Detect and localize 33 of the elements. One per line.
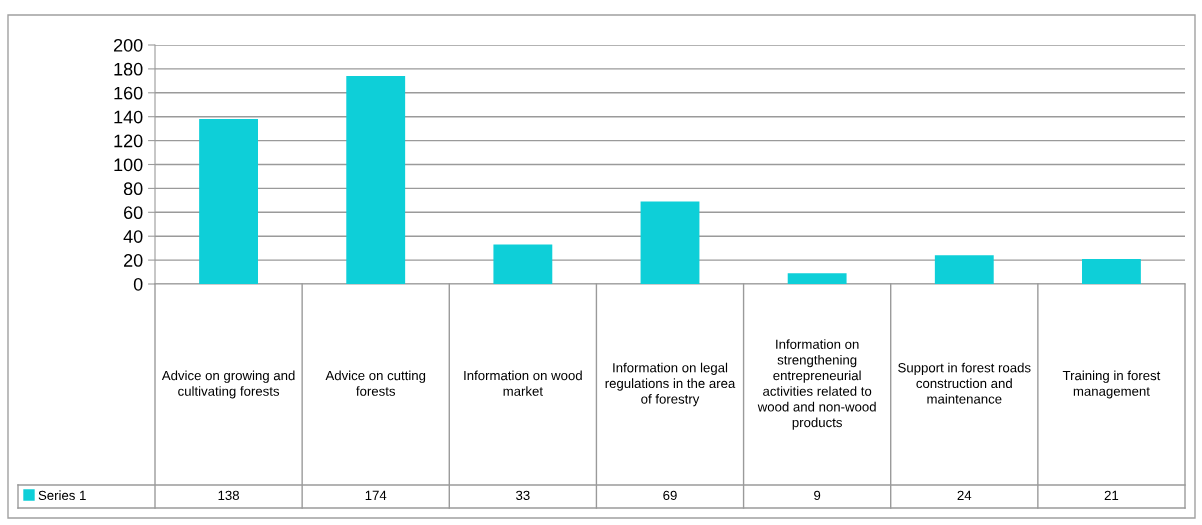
bar	[787, 273, 847, 284]
x-tick-label: Advice on cutting forests	[325, 370, 426, 396]
y-tick-label: 160	[114, 86, 143, 100]
bar	[640, 201, 700, 284]
data-label: 138	[218, 490, 240, 501]
legend-label: Series 1	[38, 490, 86, 501]
y-tick-label: 60	[124, 206, 143, 220]
y-tick-label: 200	[113, 38, 143, 52]
bar	[346, 76, 406, 284]
y-tick-label: 180	[114, 62, 143, 76]
y-tick-label: 0	[133, 277, 143, 291]
bar	[934, 255, 994, 284]
y-tick-label: 80	[123, 182, 143, 196]
y-tick-label: 20	[124, 254, 143, 267]
data-label: 21	[1104, 490, 1119, 500]
x-tick-label: Information on wood market	[464, 370, 582, 396]
bar	[493, 244, 553, 284]
y-tick-label: 140	[114, 110, 143, 124]
bar	[1082, 258, 1141, 284]
x-tick-label: Support in forest roads construction and maintenance	[898, 362, 1031, 404]
y-tick-label: 40	[123, 230, 143, 243]
data-label: 69	[663, 490, 677, 501]
y-tick-label: 100	[114, 158, 143, 172]
y-tick-label: 120	[114, 134, 143, 148]
x-tick-label: Information on strengthening entrepreneurial activities related to wood and non-wood products	[757, 339, 876, 430]
data-label: 33	[516, 490, 530, 501]
bar	[199, 119, 258, 284]
x-tick-label: Advice on growing and cultivating forests	[161, 370, 295, 399]
data-label: 24	[957, 490, 972, 500]
data-label: 174	[365, 490, 387, 500]
x-tick-label: Training in forest management	[1062, 370, 1161, 399]
x-tick-label: Information on legal regulations in the area of forestry	[605, 362, 736, 407]
data-label: 9	[814, 490, 821, 501]
